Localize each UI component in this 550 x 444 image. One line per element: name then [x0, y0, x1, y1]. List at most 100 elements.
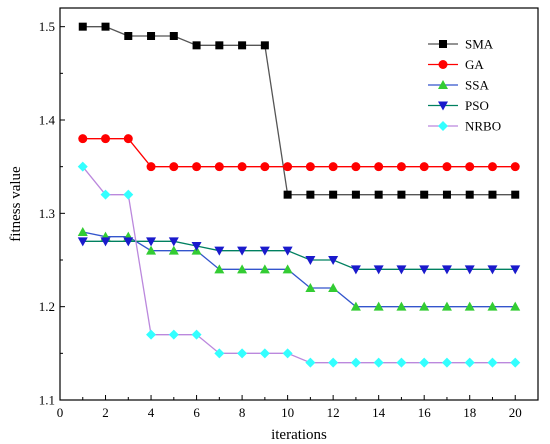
x-tick-label: 0: [57, 405, 64, 420]
data-point-ssa: [373, 301, 384, 311]
plot-frame: [59, 7, 539, 401]
data-point-ssa: [305, 283, 316, 292]
data-point-nrbo: [146, 329, 157, 340]
data-point-ssa: [510, 301, 521, 311]
data-point-nrbo: [77, 161, 88, 172]
data-point-ga: [101, 134, 111, 144]
x-tick-label: 16: [418, 405, 432, 420]
series-line-pso: [82, 240, 516, 270]
legend-label-pso: PSO: [465, 98, 489, 113]
data-point-ga: [260, 162, 270, 172]
data-point-nrbo: [305, 357, 316, 368]
data-point-pso: [305, 256, 316, 265]
data-point-sma: [442, 190, 451, 199]
data-point-ssa: [350, 301, 361, 311]
data-point-ga: [237, 162, 247, 172]
data-point-ssa: [214, 264, 225, 274]
y-tick-label: 1.5: [39, 19, 55, 34]
data-point-ssa: [328, 283, 339, 292]
data-point-ga: [396, 162, 406, 172]
x-tick-label: 14: [372, 405, 386, 420]
data-point-nrbo: [487, 357, 498, 368]
data-point-nrbo: [510, 357, 521, 368]
data-point-pso: [350, 265, 361, 275]
legend-marker-nrbo: [438, 121, 448, 131]
data-point-pso: [487, 265, 498, 275]
data-point-ssa: [282, 264, 293, 274]
data-point-nrbo: [350, 357, 361, 368]
data-point-sma: [351, 190, 360, 199]
legend-label-nrbo: NRBO: [465, 119, 501, 134]
data-point-pso: [146, 237, 157, 247]
legend: SMA GA SSA PSO NRBO: [428, 37, 501, 134]
plot-area: [60, 8, 538, 400]
data-point-pso: [373, 265, 384, 275]
data-point-ssa: [487, 301, 498, 311]
data-point-sma: [397, 190, 406, 199]
data-point-ga: [328, 162, 338, 172]
data-point-pso: [419, 265, 430, 275]
data-point-nrbo: [191, 329, 202, 340]
data-point-pso: [259, 246, 270, 256]
data-point-sma: [101, 22, 110, 31]
x-tick-label: 6: [193, 405, 200, 420]
data-point-nrbo: [373, 357, 384, 368]
data-point-ga: [146, 162, 156, 172]
x-tick-label: 4: [148, 405, 155, 420]
data-point-sma: [511, 190, 520, 199]
data-point-ssa: [441, 301, 452, 311]
data-point-nrbo: [237, 348, 248, 359]
data-point-ga: [351, 162, 361, 172]
data-point-nrbo: [464, 357, 475, 368]
data-point-ga: [169, 162, 179, 172]
data-point-nrbo: [123, 189, 134, 200]
data-point-pso: [510, 265, 521, 275]
legend-marker-sma: [439, 40, 447, 48]
legend-label-sma: SMA: [465, 37, 494, 52]
data-point-sma: [215, 41, 224, 50]
data-point-sma: [260, 41, 269, 50]
data-point-nrbo: [328, 357, 339, 368]
data-point-nrbo: [214, 348, 225, 359]
data-point-ssa: [396, 301, 407, 311]
data-point-nrbo: [168, 329, 179, 340]
data-point-pso: [168, 237, 179, 247]
legend-label-ssa: SSA: [465, 78, 489, 93]
data-point-nrbo: [396, 357, 407, 368]
data-point-ga: [510, 162, 520, 172]
data-point-sma: [306, 190, 315, 199]
series-line-ssa: [82, 231, 516, 308]
legend-marker-ga: [438, 60, 448, 69]
y-tick-label: 1.1: [39, 393, 55, 408]
data-point-nrbo: [259, 348, 270, 359]
data-point-nrbo: [441, 357, 452, 368]
data-point-pso: [77, 237, 88, 247]
y-tick-label: 1.3: [39, 206, 55, 221]
data-point-ssa: [419, 301, 430, 311]
data-point-ga: [465, 162, 475, 172]
x-tick-label: 12: [327, 405, 340, 420]
data-point-sma: [374, 190, 383, 199]
y-axis-title: fitness value: [8, 166, 24, 242]
data-point-ssa: [77, 227, 88, 236]
y-tick-label: 1.4: [39, 113, 56, 128]
data-point-sma: [78, 22, 87, 31]
x-tick-label: 8: [239, 405, 246, 420]
data-point-ga: [78, 134, 88, 144]
data-point-ssa: [168, 245, 179, 255]
data-point-pso: [123, 237, 134, 247]
data-point-sma: [420, 190, 429, 199]
x-tick-label: 20: [509, 405, 522, 420]
data-point-nrbo: [282, 348, 293, 359]
x-tick-label: 10: [281, 405, 294, 420]
data-point-sma: [192, 41, 201, 50]
x-tick-label: 2: [102, 405, 109, 420]
data-point-pso: [282, 246, 293, 256]
data-point-ga: [442, 162, 452, 172]
data-point-sma: [124, 32, 133, 40]
data-point-sma: [329, 190, 338, 199]
legend-label-ga: GA: [465, 57, 484, 72]
data-point-ga: [123, 134, 133, 144]
data-point-ga: [374, 162, 384, 172]
x-tick-label: 18: [463, 405, 476, 420]
